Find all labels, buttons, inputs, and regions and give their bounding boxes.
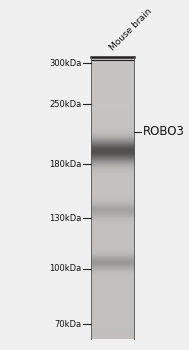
Text: 300kDa: 300kDa [49,59,81,68]
Text: 250kDa: 250kDa [49,100,81,109]
Text: ROBO3: ROBO3 [143,125,185,138]
Text: Mouse brain: Mouse brain [108,6,154,52]
Text: 100kDa: 100kDa [49,264,81,273]
Text: 180kDa: 180kDa [49,160,81,169]
Text: 70kDa: 70kDa [54,320,81,329]
Text: 130kDa: 130kDa [49,214,81,223]
